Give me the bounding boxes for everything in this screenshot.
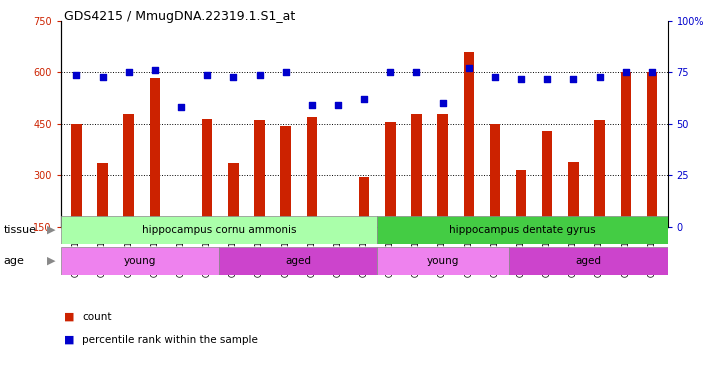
Bar — [281, 126, 291, 227]
Text: ▶: ▶ — [47, 225, 56, 235]
Bar — [463, 52, 474, 227]
Text: ■: ■ — [64, 312, 75, 322]
Text: GDS4215 / MmugDNA.22319.1.S1_at: GDS4215 / MmugDNA.22319.1.S1_at — [64, 10, 296, 23]
Point — [332, 102, 343, 108]
Bar — [124, 114, 134, 227]
Bar — [254, 121, 265, 227]
Point — [463, 65, 475, 71]
Point — [201, 71, 213, 78]
Bar — [509, 247, 668, 275]
Text: young: young — [124, 256, 156, 266]
Point — [176, 104, 187, 111]
Text: count: count — [82, 312, 111, 322]
Point — [489, 73, 501, 79]
Bar — [542, 131, 553, 227]
Point — [646, 70, 658, 76]
Text: ■: ■ — [64, 335, 75, 345]
Bar — [202, 119, 212, 227]
Bar — [61, 247, 219, 275]
Text: young: young — [427, 256, 460, 266]
Bar — [219, 247, 377, 275]
Bar — [516, 170, 526, 227]
Point — [594, 73, 605, 79]
Text: percentile rank within the sample: percentile rank within the sample — [82, 335, 258, 345]
Point — [358, 96, 370, 102]
Bar — [647, 73, 657, 227]
Text: tissue: tissue — [4, 225, 36, 235]
Bar — [71, 124, 81, 227]
Bar — [150, 78, 160, 227]
Point — [253, 71, 265, 78]
Bar — [176, 225, 186, 227]
Text: ▶: ▶ — [47, 256, 56, 266]
Bar — [568, 162, 578, 227]
Bar — [97, 163, 108, 227]
Point — [385, 70, 396, 76]
Point — [123, 70, 134, 76]
Text: aged: aged — [285, 256, 311, 266]
Bar — [359, 177, 369, 227]
Point — [306, 102, 318, 108]
Point — [71, 71, 82, 78]
Point — [228, 73, 239, 79]
Text: hippocampus cornu ammonis: hippocampus cornu ammonis — [142, 225, 296, 235]
Point — [280, 70, 291, 76]
Bar — [306, 117, 317, 227]
Bar — [620, 73, 631, 227]
Point — [149, 67, 161, 73]
Bar — [385, 122, 396, 227]
Bar — [61, 216, 377, 244]
Point — [437, 100, 448, 106]
Bar — [411, 114, 422, 227]
Bar — [594, 121, 605, 227]
Text: hippocampus dentate gyrus: hippocampus dentate gyrus — [449, 225, 595, 235]
Bar — [333, 218, 343, 227]
Point — [620, 70, 631, 76]
Text: age: age — [4, 256, 24, 266]
Bar — [377, 247, 509, 275]
Bar — [438, 114, 448, 227]
Point — [97, 73, 109, 79]
Point — [541, 76, 553, 82]
Point — [411, 70, 422, 76]
Text: aged: aged — [575, 256, 601, 266]
Bar — [228, 163, 238, 227]
Bar — [377, 216, 668, 244]
Bar — [490, 124, 501, 227]
Point — [568, 76, 579, 82]
Point — [516, 76, 527, 82]
